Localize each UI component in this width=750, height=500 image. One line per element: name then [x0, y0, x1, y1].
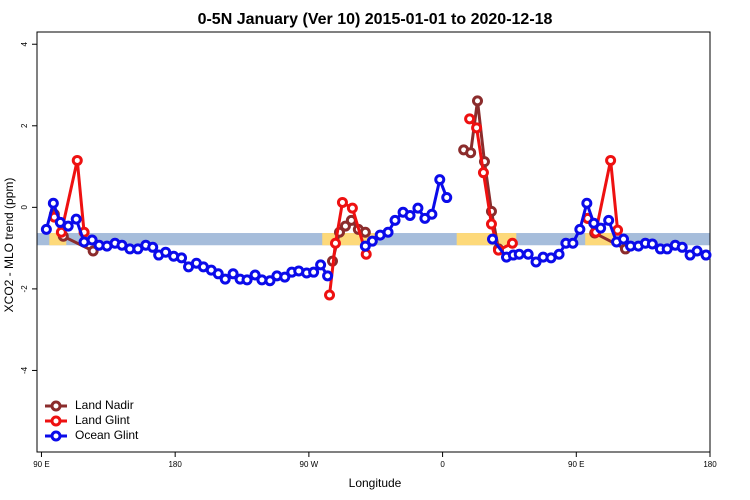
data-point	[346, 202, 358, 214]
data-point	[322, 270, 334, 282]
x-tick-label: 90 E	[33, 460, 49, 469]
data-point	[40, 223, 52, 235]
data-point	[605, 154, 617, 166]
legend-marker	[50, 415, 62, 427]
data-point	[71, 154, 83, 166]
data-point	[530, 256, 542, 268]
y-tick-label: 0	[20, 205, 29, 210]
data-point	[62, 220, 74, 232]
data-point	[676, 241, 688, 253]
data-point	[603, 214, 615, 226]
data-point	[359, 226, 371, 238]
data-point	[522, 248, 534, 260]
data-point	[382, 226, 394, 238]
x-axis-label: Longitude	[349, 476, 402, 490]
data-point	[426, 208, 438, 220]
legend-label: Ocean Glint	[75, 428, 139, 442]
data-point	[160, 246, 172, 258]
data-point	[464, 113, 476, 125]
data-point	[567, 237, 579, 249]
data-point	[389, 214, 401, 226]
data-point	[487, 233, 499, 245]
data-point	[465, 147, 477, 159]
data-point	[308, 266, 320, 278]
data-point	[147, 241, 159, 253]
data-point	[359, 240, 371, 252]
data-point	[264, 275, 276, 287]
data-point	[86, 234, 98, 246]
legend-label: Land Nadir	[75, 398, 134, 412]
legend-marker	[50, 400, 62, 412]
x-tick-label: 0	[440, 460, 445, 469]
y-tick-label: -4	[20, 366, 29, 374]
data-point	[219, 273, 231, 285]
data-point	[574, 223, 586, 235]
data-point	[471, 95, 483, 107]
y-tick-label: 4	[20, 41, 29, 46]
data-point	[315, 259, 327, 271]
data-point	[336, 196, 348, 208]
y-axis-label: XCO2 - MLO trend (ppm)	[2, 178, 16, 313]
chart-title: 0-5N January (Ver 10) 2015-01-01 to 2020…	[198, 11, 553, 28]
data-point	[471, 122, 483, 134]
data-point	[366, 235, 378, 247]
data-point	[588, 217, 600, 229]
data-point	[434, 174, 446, 186]
data-point	[513, 248, 525, 260]
data-point	[55, 226, 67, 238]
data-point	[324, 289, 336, 301]
land-band	[456, 233, 517, 246]
data-point	[70, 213, 82, 225]
data-point	[412, 202, 424, 214]
data-point	[279, 271, 291, 283]
y-tick-label: 2	[20, 123, 29, 128]
data-point	[227, 268, 239, 280]
x-tick-label: 180	[703, 460, 717, 469]
data-point	[506, 237, 518, 249]
legend-marker	[50, 430, 62, 442]
data-point	[477, 167, 489, 179]
data-point	[404, 209, 416, 221]
data-point	[485, 218, 497, 230]
data-point	[441, 192, 453, 204]
data-point	[691, 245, 703, 257]
data-point	[646, 238, 658, 250]
plot-frame	[36, 31, 711, 453]
data-point	[212, 268, 224, 280]
y-tick-label: -2	[20, 285, 29, 293]
data-point	[581, 197, 593, 209]
data-point	[329, 237, 341, 249]
data-point	[249, 269, 261, 281]
legend-label: Land Glint	[75, 413, 130, 427]
data-point	[176, 252, 188, 264]
x-tick-label: 180	[168, 460, 182, 469]
x-tick-label: 90 W	[300, 460, 319, 469]
data-point	[595, 222, 607, 234]
data-point	[241, 274, 253, 286]
x-tick-label: 90 E	[568, 460, 584, 469]
data-point	[47, 197, 59, 209]
data-point	[700, 249, 712, 261]
data-point	[553, 248, 565, 260]
data-point	[618, 233, 630, 245]
